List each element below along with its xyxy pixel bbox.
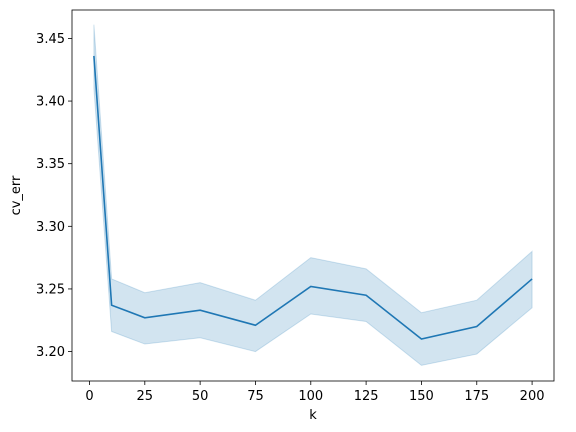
y-axis: 3.20 3.25 3.30 3.35 3.40 3.45 xyxy=(36,32,72,360)
axes-frame xyxy=(71,9,555,382)
y-tick-label: 3.35 xyxy=(36,157,65,172)
x-tick-label: 200 xyxy=(520,389,545,404)
y-tick-label: 3.25 xyxy=(36,282,65,297)
confidence-band xyxy=(93,24,533,366)
x-tick-label: 125 xyxy=(354,389,379,404)
x-tick-label: 175 xyxy=(464,389,489,404)
x-axis: 0 25 50 75 100 125 150 175 200 xyxy=(85,381,545,404)
x-tick-label: 100 xyxy=(298,389,323,404)
y-tick-label: 3.45 xyxy=(36,32,65,47)
x-tick-label: 0 xyxy=(85,389,93,404)
y-tick-label: 3.20 xyxy=(36,345,65,360)
series-line xyxy=(93,55,533,340)
y-tick-label: 3.40 xyxy=(36,95,65,110)
y-tick-label: 3.30 xyxy=(36,220,65,235)
x-tick-label: 50 xyxy=(192,389,209,404)
x-tick-label: 25 xyxy=(137,389,154,404)
x-tick-label: 75 xyxy=(247,389,264,404)
x-axis-label: k xyxy=(309,408,317,423)
plot-area xyxy=(93,24,533,366)
x-tick-label: 150 xyxy=(409,389,434,404)
y-axis-label: cv_err xyxy=(9,175,24,215)
